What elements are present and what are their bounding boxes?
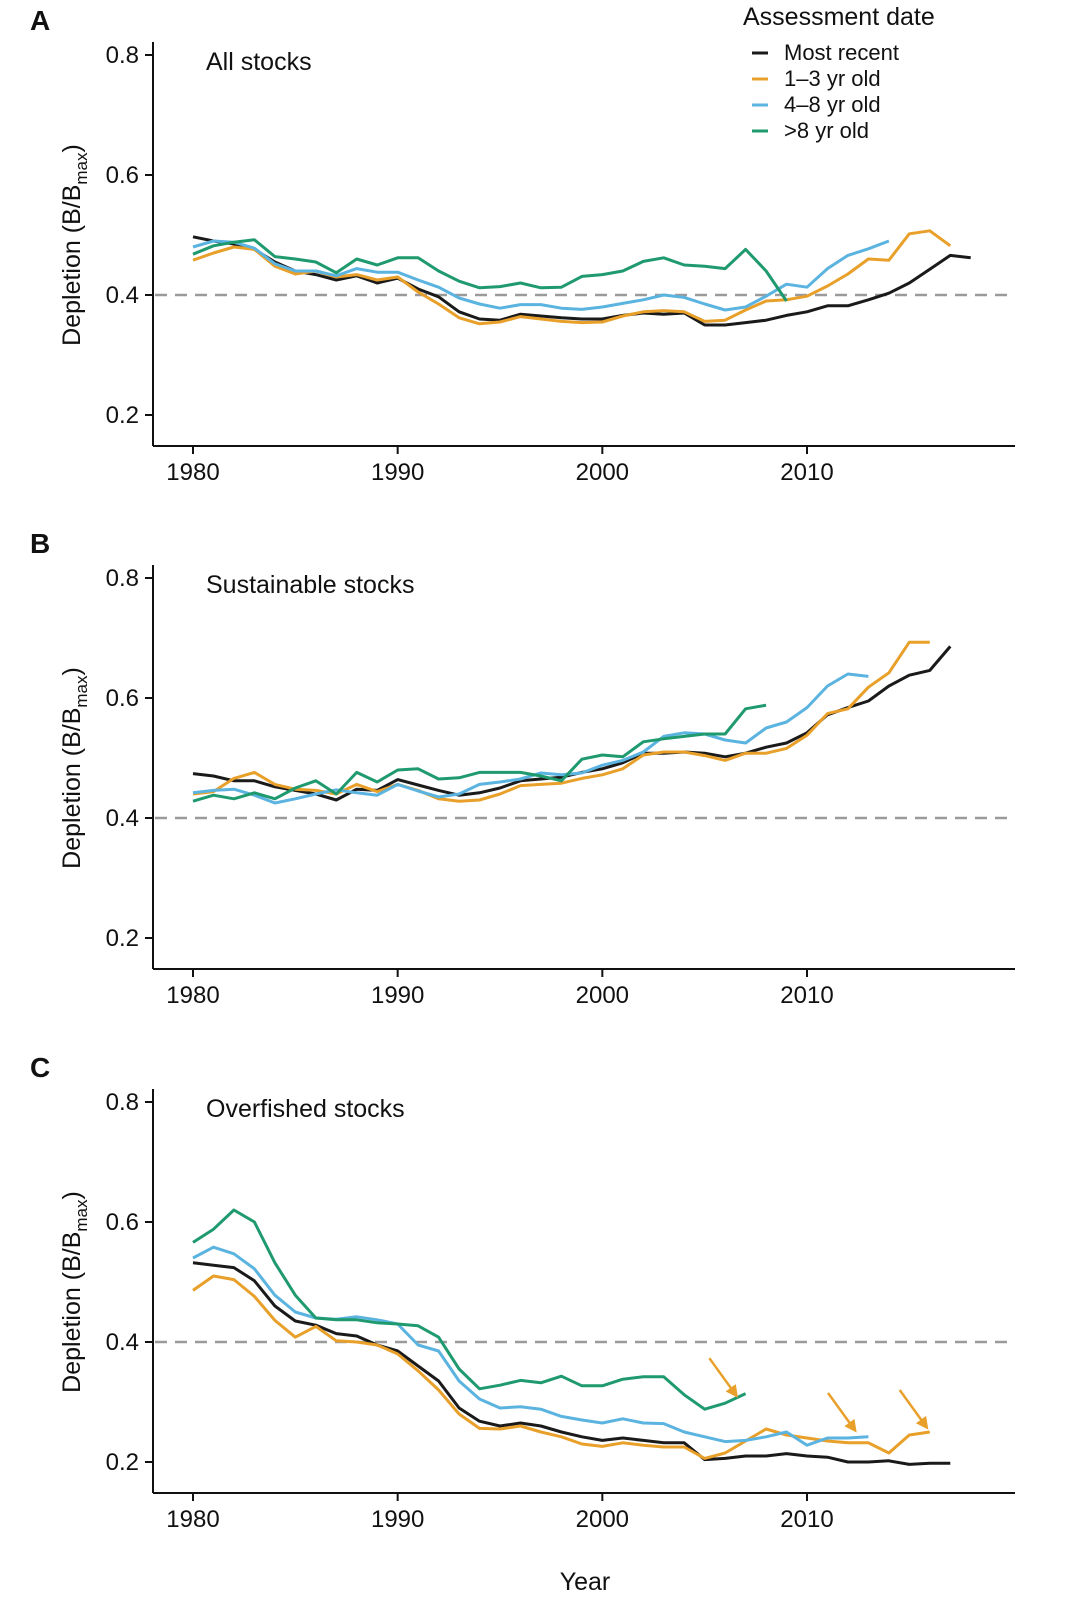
x-tick-label: 2000 <box>576 459 629 486</box>
series-line <box>192 239 890 312</box>
y-axis-title-end: ) <box>58 144 86 152</box>
series-line <box>192 1274 931 1460</box>
x-axis-title: Year <box>560 1568 611 1596</box>
panel-title: Sustainable stocks <box>206 571 414 599</box>
series-line <box>192 238 788 302</box>
y-axis-title-main: Depletion (B/B <box>58 185 86 346</box>
series-line <box>192 235 971 327</box>
y-axis-title-main: Depletion (B/B <box>58 708 86 869</box>
panel-a: A All stocks 0.2 0.4 0.6 0.8 1980 1990 2000 2010 D… <box>30 5 1015 486</box>
x-tick-label: 1990 <box>371 459 424 486</box>
y-tick-label: 0.6 <box>106 685 139 712</box>
legend-label: 4–8 yr old <box>784 92 881 117</box>
panel-c: C Overfished stocks 0.2 0.4 0.6 0.8 1980 1990 20… <box>30 1052 1015 1533</box>
y-tick-label: 0.2 <box>106 925 139 952</box>
series-line <box>192 645 952 802</box>
y-tick-label: 0.4 <box>106 1329 139 1356</box>
x-tick-label: 2010 <box>780 982 833 1009</box>
legend-title: Assessment date <box>743 3 935 31</box>
x-tick-label: 1980 <box>166 1506 219 1533</box>
x-tick-label: 1980 <box>166 982 219 1009</box>
y-tick-label: 0.8 <box>106 42 139 69</box>
y-axis-title-sub: max <box>72 1199 91 1232</box>
series-line <box>192 672 869 805</box>
series-line <box>192 1245 869 1447</box>
y-axis-title-end: ) <box>58 667 86 675</box>
x-tick-label: 2010 <box>780 459 833 486</box>
y-tick-label: 0.2 <box>106 1449 139 1476</box>
y-axis-title: Depletion (B/Bmax) <box>58 667 91 869</box>
x-tick-label: 2010 <box>780 1506 833 1533</box>
panel-b: B Sustainable stocks 0.2 0.4 0.6 0.8 1980 1990 2… <box>30 528 1015 1009</box>
series-line <box>192 703 767 803</box>
y-tick-label: 0.8 <box>106 1089 139 1116</box>
y-tick-label: 0.6 <box>106 1209 139 1236</box>
annotation-arrow <box>708 1357 739 1398</box>
y-tick-label: 0.2 <box>106 402 139 429</box>
y-axis-title: Depletion (B/Bmax) <box>58 1191 91 1393</box>
panel-title: All stocks <box>206 48 312 76</box>
panel-letter: A <box>30 5 50 36</box>
y-tick-label: 0.4 <box>106 805 139 832</box>
y-tick-label: 0.4 <box>106 282 139 309</box>
x-tick-label: 2000 <box>576 1506 629 1533</box>
panels: A All stocks 0.2 0.4 0.6 0.8 1980 1990 2000 2010 D… <box>30 5 1015 1533</box>
panel-letter: B <box>30 528 50 559</box>
legend-label: >8 yr old <box>784 118 869 143</box>
series-line <box>192 1208 747 1411</box>
y-axis-title-sub: max <box>72 675 91 708</box>
y-axis-title-end: ) <box>58 1191 86 1199</box>
x-tick-label: 1990 <box>371 1506 424 1533</box>
y-tick-label: 0.6 <box>106 162 139 189</box>
panel-title: Overfished stocks <box>206 1095 405 1123</box>
legend-label: 1–3 yr old <box>784 66 881 91</box>
annotation-arrow <box>827 1392 857 1433</box>
legend-label: Most recent <box>784 40 899 65</box>
series-line <box>192 640 930 803</box>
y-axis-title-main: Depletion (B/B <box>58 1232 86 1393</box>
panel-letter: C <box>30 1052 50 1083</box>
y-axis-title: Depletion (B/Bmax) <box>58 144 91 346</box>
x-tick-label: 2000 <box>576 982 629 1009</box>
y-tick-label: 0.8 <box>106 565 139 592</box>
series-line <box>192 1261 951 1466</box>
x-tick-label: 1980 <box>166 459 219 486</box>
annotation-arrow <box>898 1389 929 1430</box>
y-axis-title-sub: max <box>72 152 91 185</box>
x-tick-label: 1990 <box>371 982 424 1009</box>
